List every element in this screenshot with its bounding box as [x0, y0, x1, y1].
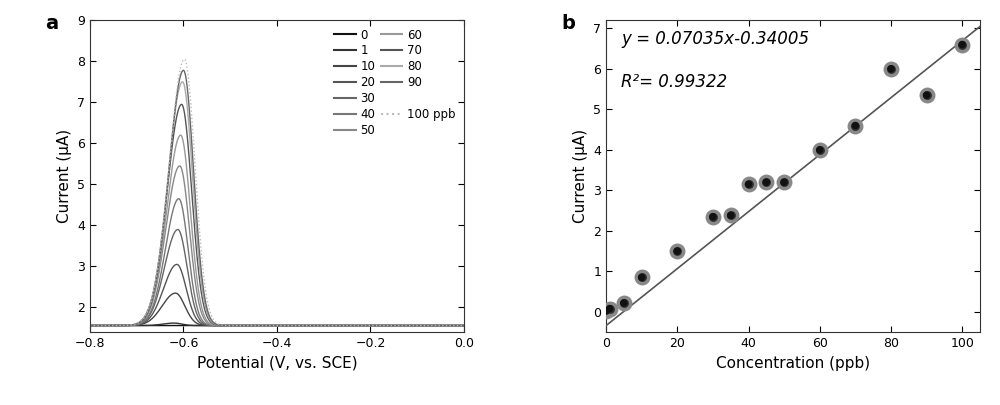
Point: [634, 274, 650, 281]
Point: [602, 305, 618, 312]
Point: [847, 122, 863, 129]
Point: [919, 92, 935, 98]
Point: [669, 248, 685, 254]
Text: b: b: [561, 14, 575, 33]
Point: [669, 248, 685, 254]
Point: [598, 308, 614, 314]
Text: R²= 0.99322: R²= 0.99322: [621, 73, 727, 91]
X-axis label: Potential (V, vs. SCE): Potential (V, vs. SCE): [197, 356, 357, 371]
Point: [758, 179, 774, 185]
Point: [883, 66, 899, 72]
X-axis label: Concentration (ppb): Concentration (ppb): [716, 356, 870, 371]
Point: [616, 300, 632, 306]
Point: [741, 181, 757, 188]
Point: [812, 147, 828, 153]
Point: [758, 179, 774, 185]
Point: [954, 41, 970, 48]
Point: [812, 147, 828, 153]
Point: [602, 305, 618, 312]
Point: [598, 308, 614, 314]
Legend: 0, 1, 10, 20, 30, 40, 50, 60, 70, 80, 90, , 100 ppb, : 0, 1, 10, 20, 30, 40, 50, 60, 70, 80, 90…: [332, 26, 458, 140]
Y-axis label: Current (μA): Current (μA): [573, 129, 588, 223]
Point: [954, 41, 970, 48]
Point: [741, 181, 757, 188]
Y-axis label: Current (μA): Current (μA): [57, 129, 72, 223]
Point: [919, 92, 935, 98]
Point: [723, 212, 739, 219]
Point: [723, 212, 739, 219]
Point: [634, 274, 650, 281]
Point: [705, 213, 721, 220]
Text: y = 0.07035x-0.34005: y = 0.07035x-0.34005: [621, 30, 809, 48]
Point: [776, 179, 792, 185]
Text: a: a: [45, 14, 58, 33]
Point: [847, 122, 863, 129]
Point: [776, 179, 792, 185]
Point: [705, 213, 721, 220]
Point: [883, 66, 899, 72]
Point: [616, 300, 632, 306]
